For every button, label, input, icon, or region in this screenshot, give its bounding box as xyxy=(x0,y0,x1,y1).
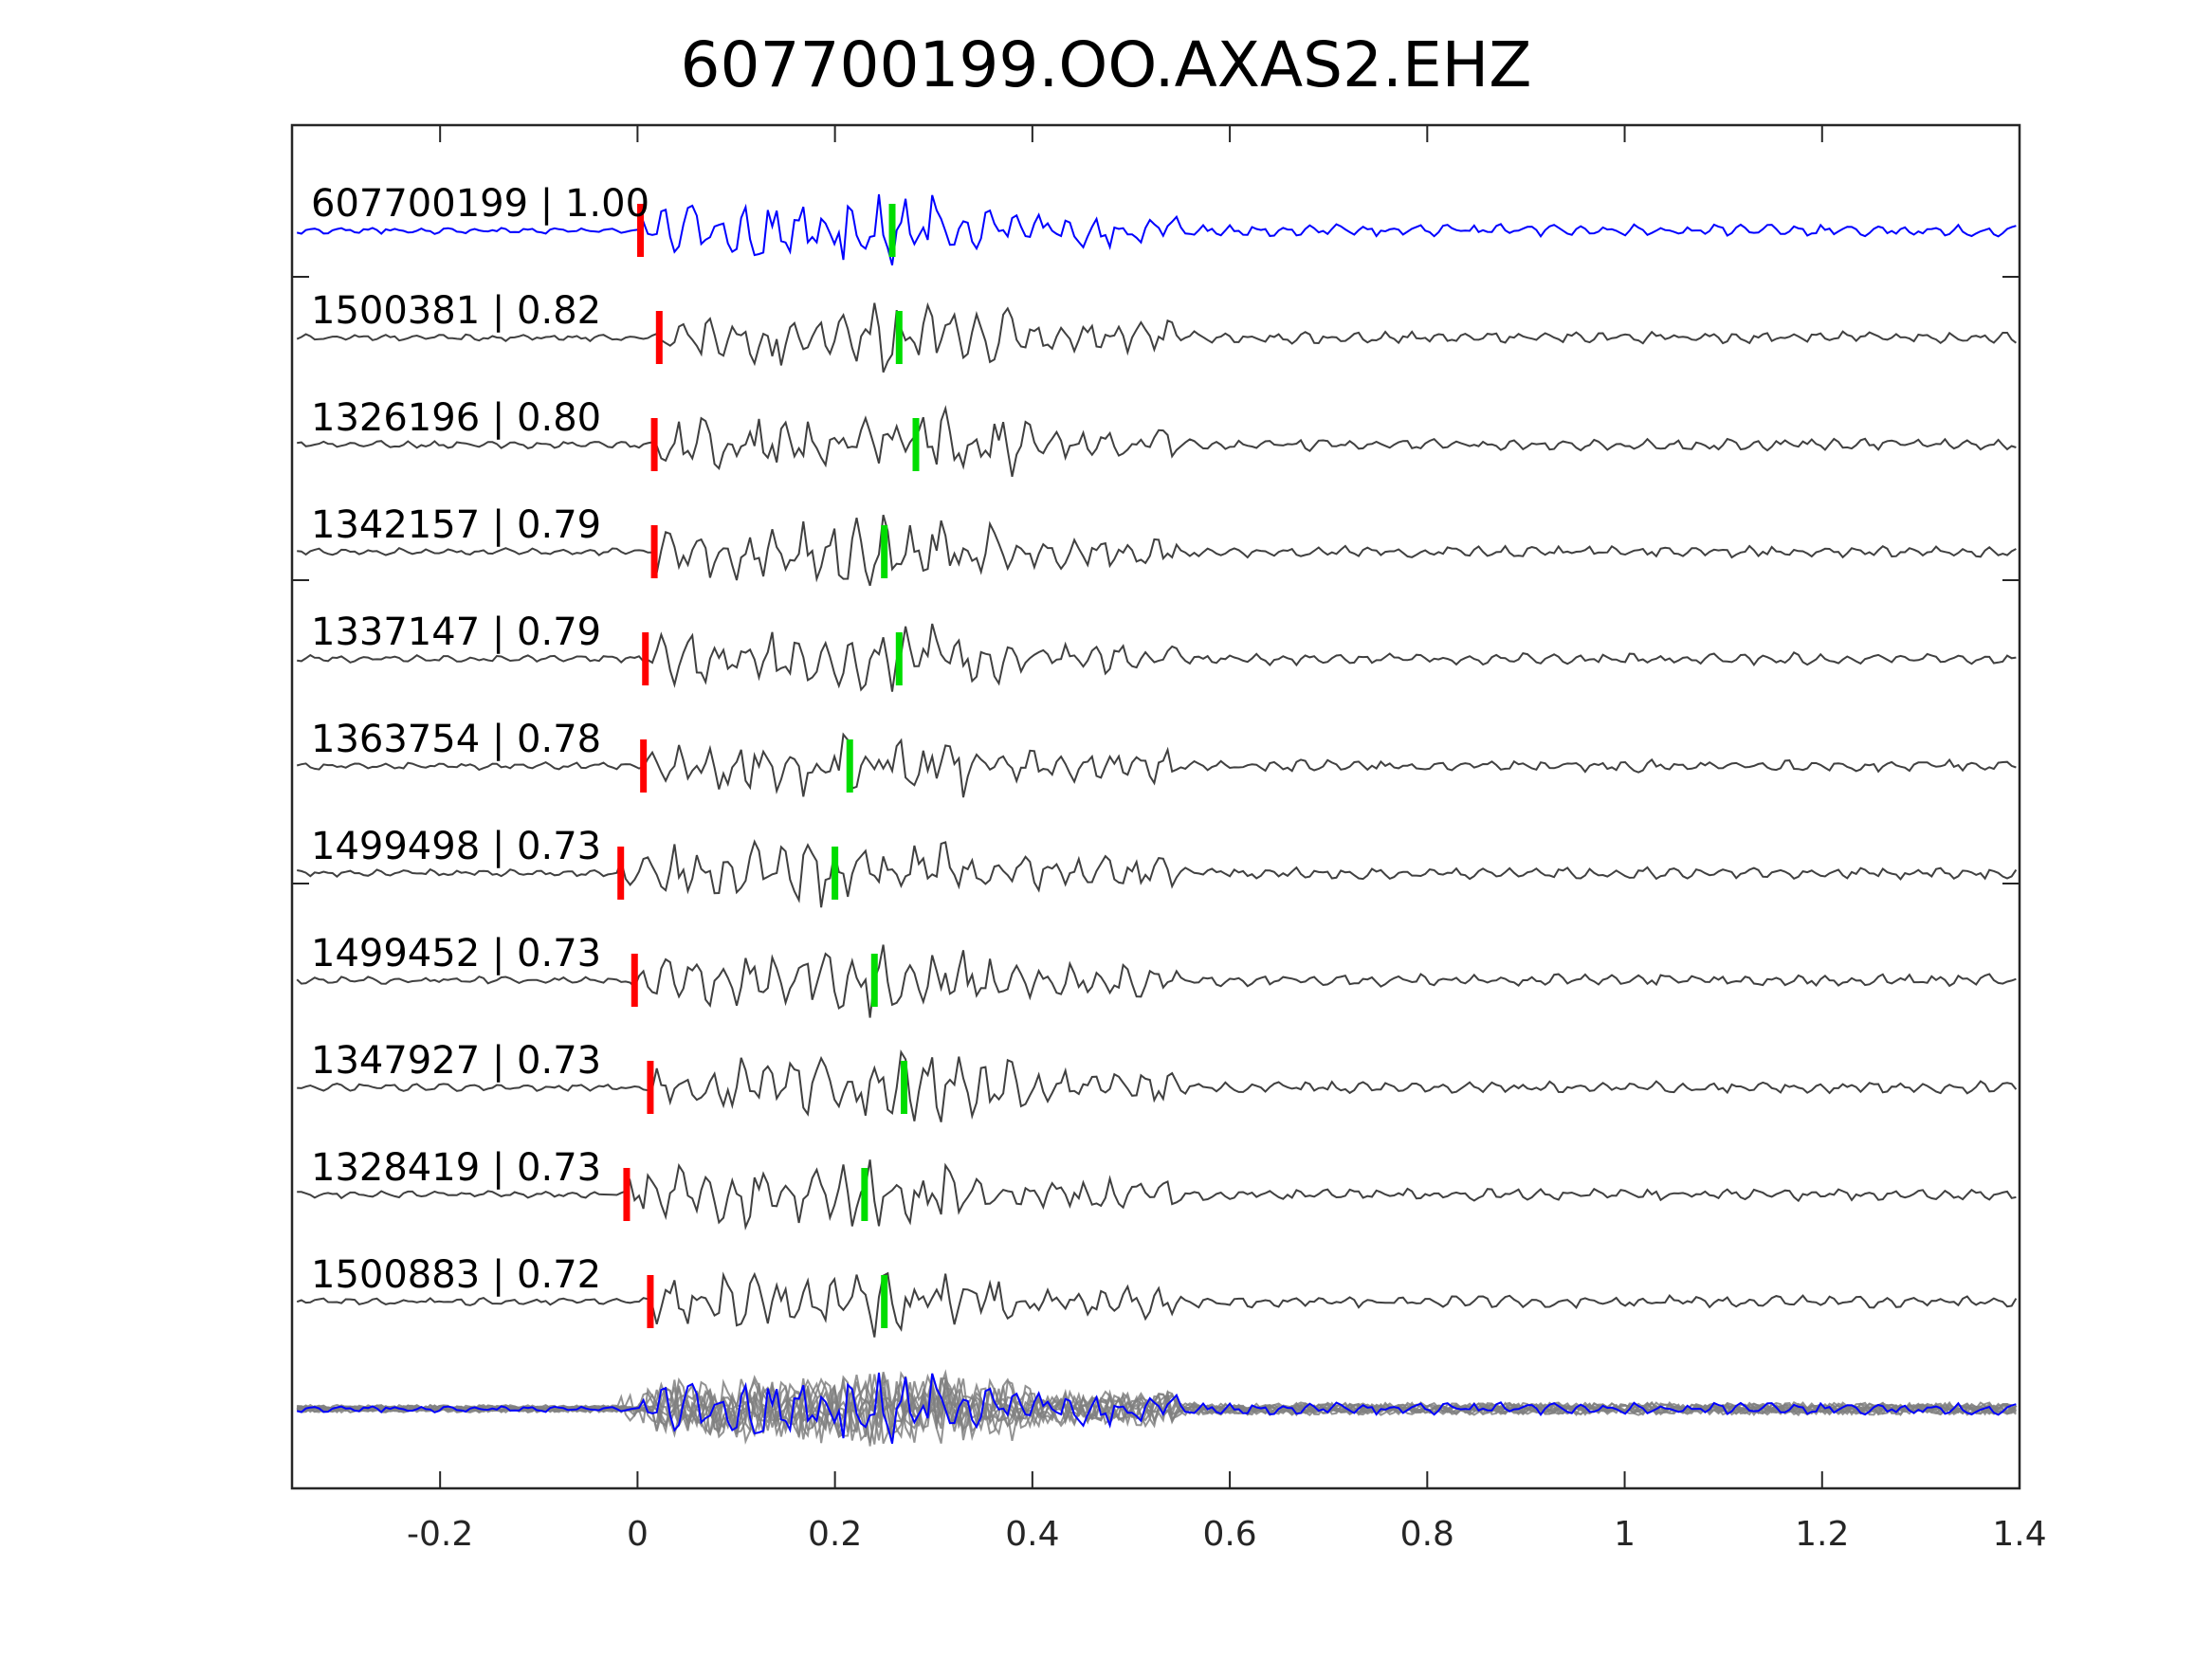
x-tick-label: 0.2 xyxy=(808,1515,862,1554)
stacked-trace xyxy=(296,1372,2017,1445)
plot-frame xyxy=(290,123,2021,1490)
trace-labels: 607700199 | 1.00 1500381 | 0.82 1326196 | … xyxy=(311,182,649,1297)
x-tick-label: 1 xyxy=(1614,1515,1636,1554)
waveform-trace xyxy=(296,944,2017,1018)
trace-label: 1328419 | 0.73 xyxy=(311,1146,601,1190)
axis-ticks: -0.2 0 0.2 0.4 0.6 0.8 1 1.2 1.4 xyxy=(292,125,2047,1554)
waveform-traces xyxy=(296,193,2018,1338)
x-tick-label: 0 xyxy=(627,1515,649,1554)
waveform-trace xyxy=(296,193,2017,266)
waveform-trace xyxy=(297,1159,2017,1231)
waveform-trace xyxy=(297,1048,2018,1122)
x-tick-label: 0.4 xyxy=(1005,1515,1059,1554)
trace-label: 1337147 | 0.79 xyxy=(311,611,601,654)
trace-label: 1500381 | 0.82 xyxy=(311,289,601,333)
trace-label: 607700199 | 1.00 xyxy=(311,182,649,226)
stacked-trace xyxy=(297,1374,2017,1445)
x-tick-label: -0.2 xyxy=(407,1515,473,1554)
trace-label: 1500883 | 0.72 xyxy=(311,1253,601,1297)
trace-label: 1347927 | 0.73 xyxy=(311,1039,601,1083)
waveform-trace xyxy=(296,301,2017,374)
trace-label: 1342157 | 0.79 xyxy=(311,503,601,547)
x-tick-label: 0.6 xyxy=(1202,1515,1256,1554)
trace-label: 1499498 | 0.73 xyxy=(311,825,601,868)
waveform-trace xyxy=(296,1271,2018,1338)
stacked-waveforms xyxy=(296,1369,2018,1447)
x-tick-label: 0.8 xyxy=(1400,1515,1454,1554)
x-tick-label: 1.4 xyxy=(1992,1515,2046,1554)
trace-label: 1326196 | 0.80 xyxy=(311,396,601,440)
waveform-trace xyxy=(297,839,2018,908)
waveform-trace xyxy=(297,514,2017,587)
trace-label: 1363754 | 0.78 xyxy=(311,718,601,761)
trace-label: 1499452 | 0.73 xyxy=(311,932,601,975)
phase-picks xyxy=(617,204,920,1328)
chart-title: 607700199.OO.AXAS2.EHZ xyxy=(680,28,1532,101)
waveform-trace xyxy=(297,623,2017,692)
x-tick-label: 1.2 xyxy=(1795,1515,1849,1554)
waveform-trace xyxy=(297,405,2017,477)
waveform-trace xyxy=(296,732,2017,798)
